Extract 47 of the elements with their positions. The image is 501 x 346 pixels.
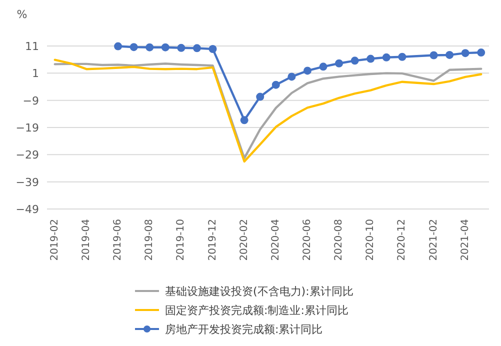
point bbox=[430, 51, 438, 60]
point bbox=[446, 50, 454, 59]
legend-label: 固定资产投资完成额:制造业:累计同比 bbox=[165, 304, 348, 317]
point bbox=[366, 54, 375, 63]
x-tick-label: 2019-08 bbox=[144, 219, 156, 261]
point bbox=[382, 53, 390, 62]
x-tick-label: 2020-02 bbox=[238, 219, 250, 261]
x-tick-label: 2021-02 bbox=[428, 219, 440, 261]
point bbox=[192, 44, 201, 52]
point bbox=[288, 72, 296, 81]
point bbox=[461, 49, 470, 58]
y-tick-label: −29 bbox=[16, 148, 39, 162]
point bbox=[319, 62, 328, 71]
y-tick-label: 11 bbox=[25, 40, 39, 53]
legend-label: 基础设施建设投资(不含电力):累计同比 bbox=[165, 285, 354, 298]
point bbox=[240, 116, 248, 124]
x-tick-label: 2019-10 bbox=[176, 219, 187, 261]
x-tick-label: 2020-10 bbox=[365, 219, 376, 261]
point bbox=[350, 56, 359, 65]
x-tick-label: 2020-12 bbox=[396, 219, 408, 261]
point bbox=[335, 59, 344, 68]
point bbox=[208, 44, 217, 53]
point bbox=[477, 48, 486, 57]
point bbox=[398, 52, 406, 61]
y-tick-label: −19 bbox=[16, 122, 39, 134]
point bbox=[161, 43, 170, 52]
point bbox=[303, 66, 312, 75]
point bbox=[177, 44, 186, 52]
x-tick-label: 2019-06 bbox=[112, 219, 124, 261]
x-tick-label: 2019-04 bbox=[80, 219, 92, 261]
y-axis-title: % bbox=[16, 8, 28, 21]
x-tick-label: 2020-08 bbox=[334, 219, 345, 261]
x-tick-label: 2020-06 bbox=[302, 219, 313, 261]
legend-label: 房地产开发投资完成额:累计同比 bbox=[165, 323, 323, 336]
point bbox=[272, 80, 280, 89]
x-tick-label: 2021-04 bbox=[460, 219, 471, 261]
y-tick-label: 1 bbox=[32, 67, 39, 80]
x-tick-label: 2020-04 bbox=[270, 219, 282, 261]
x-tick-label: 2019-12 bbox=[207, 219, 218, 261]
point bbox=[114, 42, 122, 50]
y-tick-label: −39 bbox=[16, 176, 39, 189]
point bbox=[146, 43, 154, 52]
y-tick-label: −9 bbox=[22, 94, 39, 108]
point bbox=[256, 92, 264, 101]
y-tick-label: −49 bbox=[16, 203, 39, 216]
point bbox=[130, 43, 138, 52]
x-tick-label: 2019-02 bbox=[49, 219, 60, 261]
